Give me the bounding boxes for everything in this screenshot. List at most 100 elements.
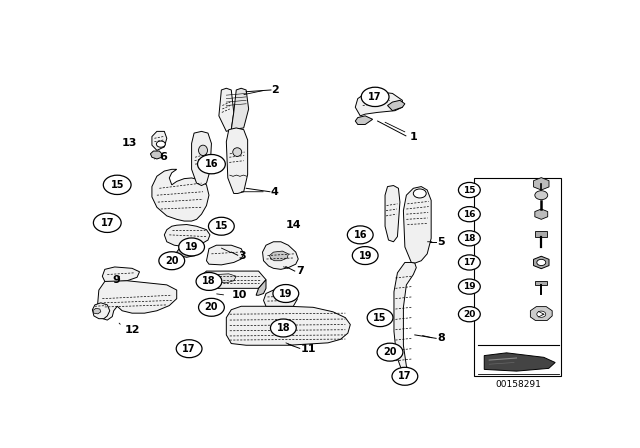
Circle shape [535,191,548,200]
Polygon shape [219,88,234,131]
Text: 17: 17 [398,371,412,381]
Text: 10: 10 [231,290,246,300]
Polygon shape [150,151,162,159]
Text: 15: 15 [214,221,228,231]
Polygon shape [262,242,298,269]
Text: 18: 18 [463,234,476,243]
Polygon shape [484,353,555,371]
Polygon shape [177,248,198,257]
Text: 20: 20 [383,347,397,357]
Circle shape [361,87,389,107]
Circle shape [367,309,393,327]
Circle shape [458,306,480,322]
Polygon shape [394,263,416,372]
Polygon shape [534,256,549,269]
Text: 20: 20 [205,302,218,312]
FancyBboxPatch shape [535,281,547,285]
Circle shape [348,226,373,244]
Polygon shape [385,185,400,242]
Circle shape [271,319,296,337]
Polygon shape [152,131,167,151]
Text: 7: 7 [296,266,303,276]
Circle shape [176,340,202,358]
Text: 8: 8 [437,333,445,343]
Circle shape [196,272,222,290]
Text: 19: 19 [463,282,476,291]
Text: 18: 18 [276,323,290,333]
Text: 19: 19 [358,250,372,261]
Text: 15: 15 [111,180,124,190]
Circle shape [198,155,225,174]
Polygon shape [403,186,431,263]
Text: 15: 15 [373,313,387,323]
Polygon shape [227,306,350,345]
Circle shape [413,189,426,198]
Text: 15: 15 [463,185,476,194]
Text: 19: 19 [279,289,292,298]
Text: 20: 20 [463,310,476,319]
Ellipse shape [233,148,242,156]
Text: 16: 16 [463,210,476,219]
Text: 11: 11 [301,344,316,354]
Ellipse shape [198,145,207,155]
Circle shape [392,367,418,385]
Circle shape [458,182,480,198]
Polygon shape [93,308,101,314]
Polygon shape [264,290,297,306]
Text: 20: 20 [165,256,179,266]
Text: 14: 14 [286,220,301,229]
Circle shape [458,231,480,246]
Circle shape [352,246,378,264]
Circle shape [209,217,234,235]
Circle shape [103,175,131,194]
Text: 3: 3 [239,250,246,261]
Polygon shape [196,271,266,289]
Text: 17: 17 [463,258,476,267]
Polygon shape [191,131,211,185]
Polygon shape [102,267,140,282]
Circle shape [179,238,205,256]
Polygon shape [211,274,236,283]
Circle shape [537,311,546,317]
Polygon shape [207,245,244,265]
Text: 5: 5 [437,237,445,247]
Text: 00158291: 00158291 [495,380,541,389]
Polygon shape [534,177,549,190]
Circle shape [93,213,121,233]
Text: 19: 19 [185,242,198,252]
Polygon shape [355,116,372,125]
Text: 16: 16 [205,159,218,169]
Circle shape [273,284,299,302]
Polygon shape [164,224,210,247]
Circle shape [156,141,165,147]
Text: 4: 4 [271,187,279,197]
Circle shape [458,279,480,294]
Polygon shape [535,209,548,220]
Text: 2: 2 [271,85,278,95]
Polygon shape [227,128,248,194]
Text: 17: 17 [182,344,196,354]
Polygon shape [152,169,209,221]
Polygon shape [92,303,110,319]
Text: 1: 1 [410,132,417,142]
Polygon shape [97,281,177,320]
Circle shape [458,207,480,222]
Circle shape [198,298,225,316]
Text: 18: 18 [202,276,216,286]
Text: 17: 17 [369,92,382,102]
Text: 12: 12 [125,325,140,335]
Text: 16: 16 [353,230,367,240]
Polygon shape [531,306,552,320]
Polygon shape [256,280,266,295]
Polygon shape [388,100,405,111]
FancyBboxPatch shape [535,232,547,237]
Polygon shape [355,92,403,116]
Polygon shape [269,251,288,261]
Text: 13: 13 [122,138,138,148]
Text: 9: 9 [112,275,120,285]
Circle shape [377,343,403,361]
Circle shape [537,259,546,266]
Polygon shape [231,88,249,129]
Circle shape [159,252,185,270]
Text: 17: 17 [100,218,114,228]
